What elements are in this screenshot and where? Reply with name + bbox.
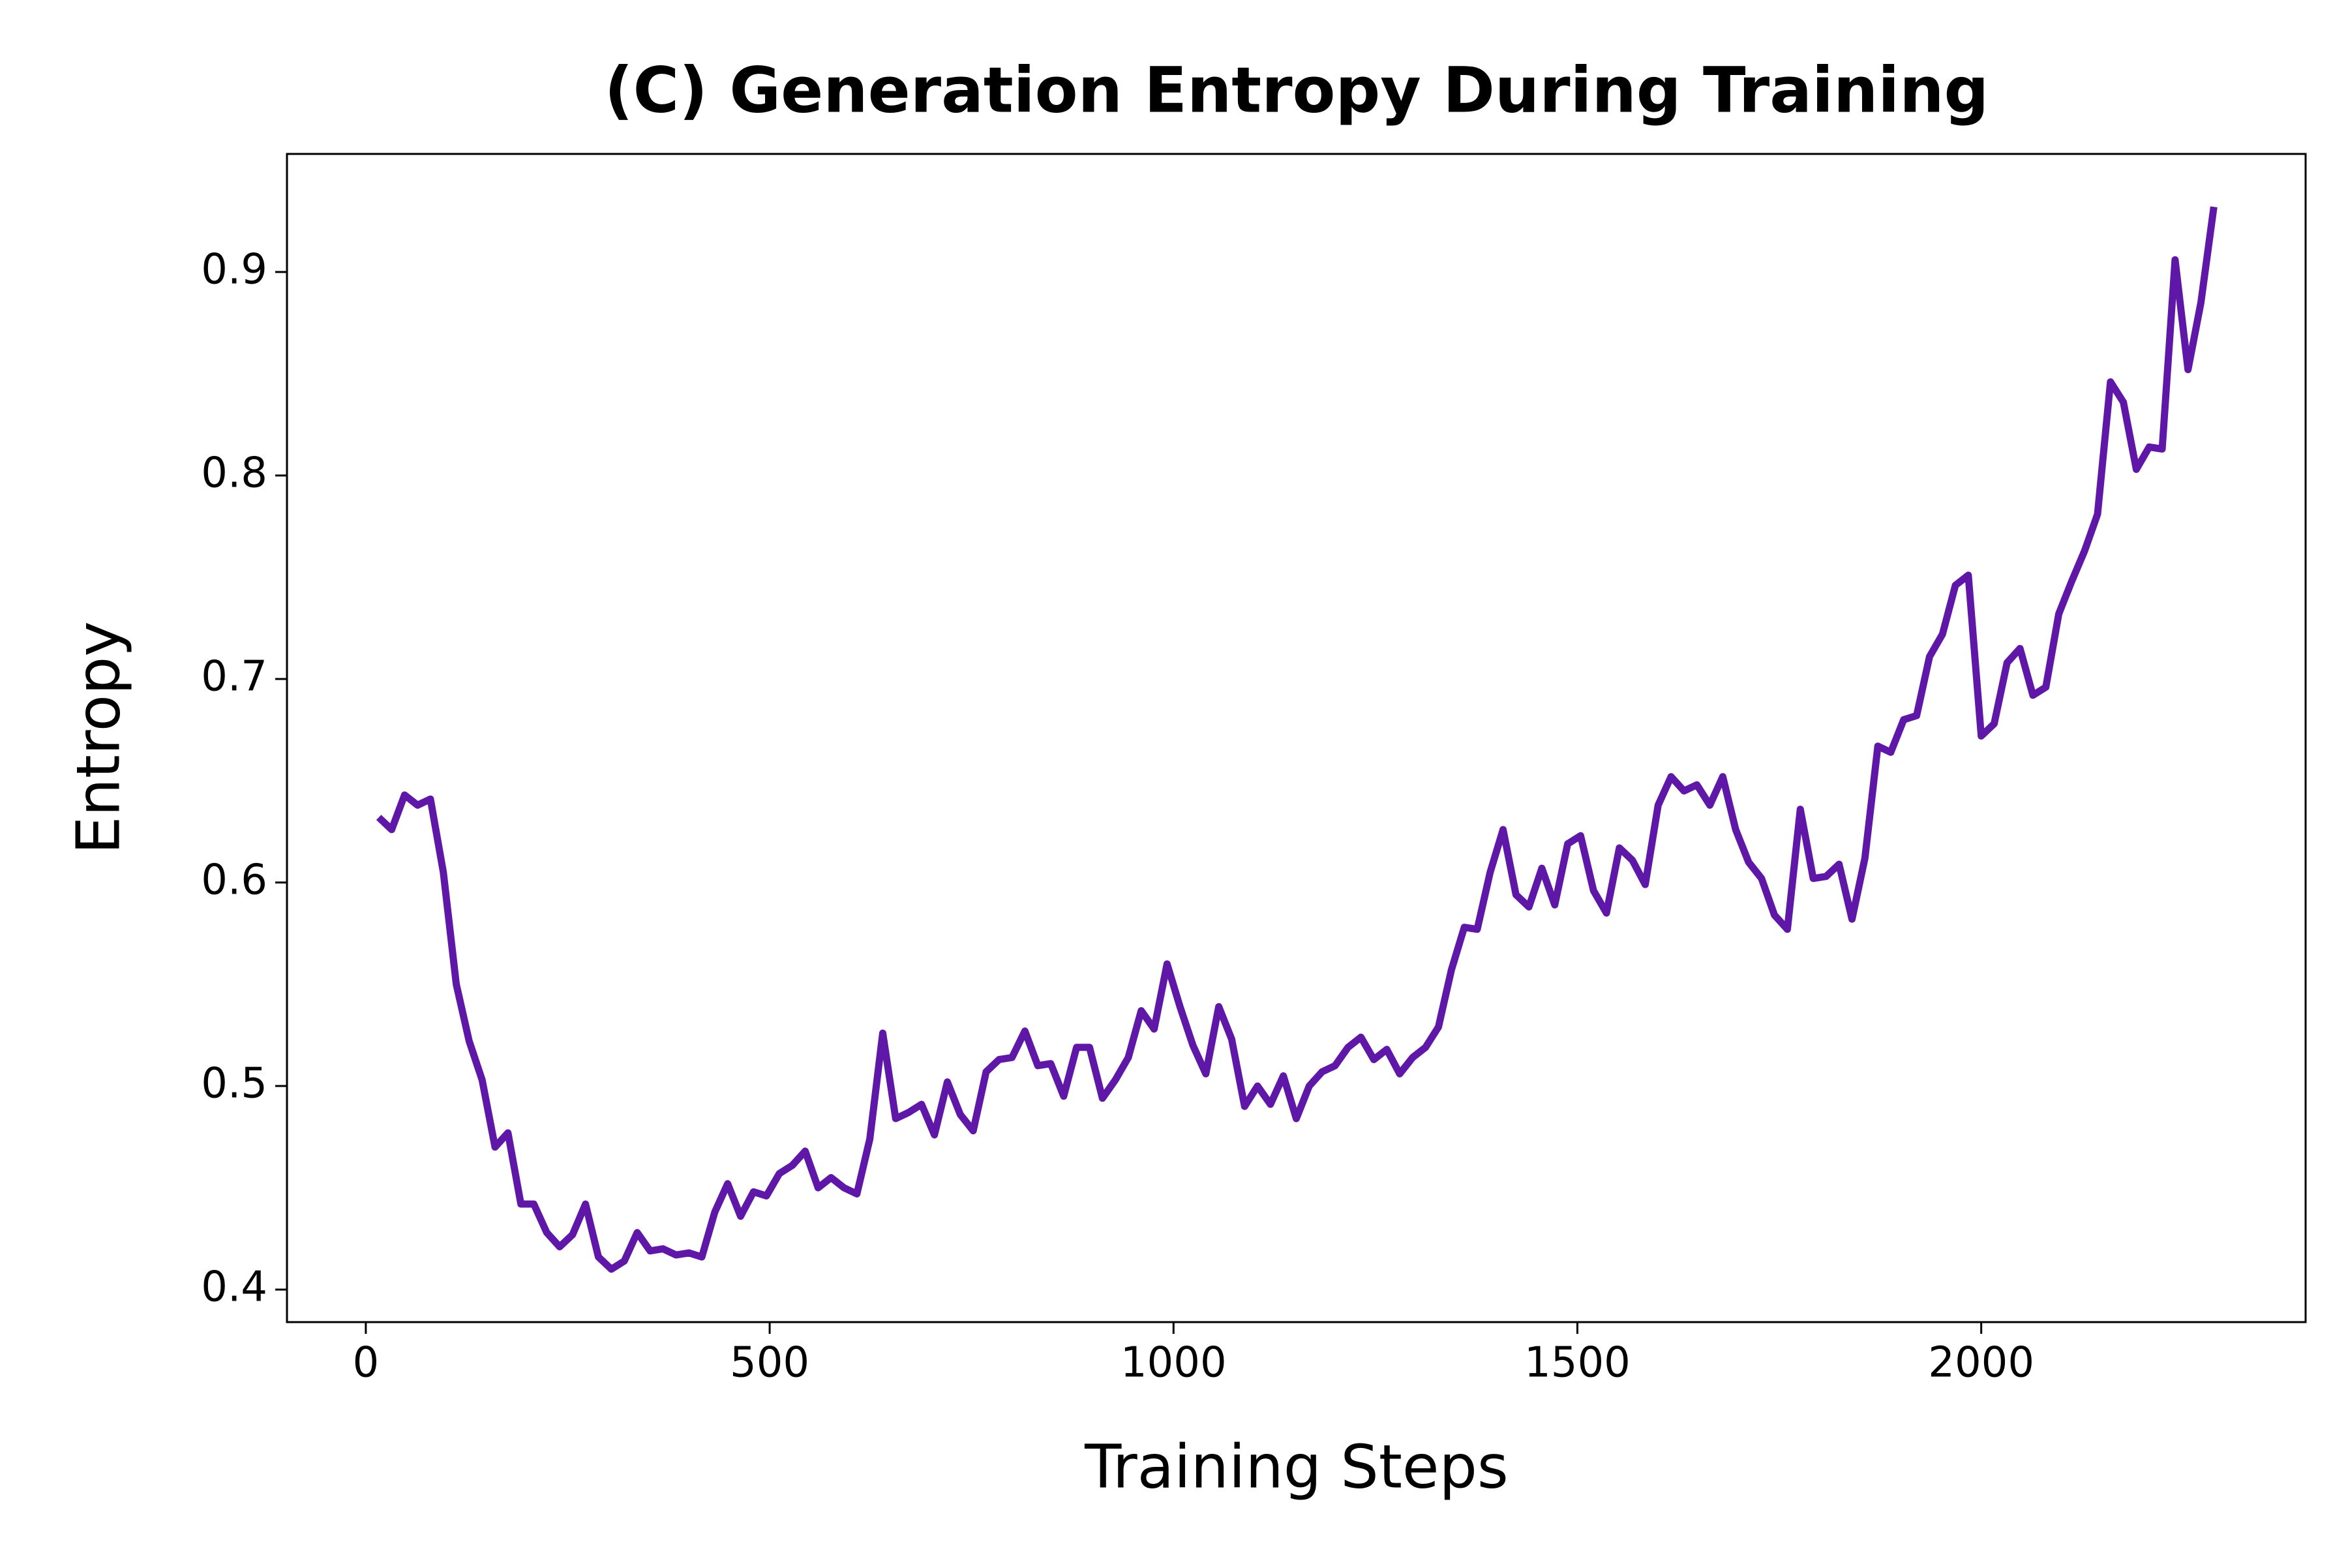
plot-frame	[286, 153, 2307, 1323]
chart-title: (C) Generation Entropy During Training	[605, 53, 1989, 127]
x-tick-label: 0	[353, 1339, 380, 1387]
series-line	[376, 206, 2218, 1273]
y-tick-label: 0.9	[201, 246, 267, 294]
x-tick-label: 1500	[1524, 1339, 1631, 1387]
x-axis-label: Training Steps	[1084, 1432, 1509, 1501]
x-tick-label: 1000	[1121, 1339, 1227, 1387]
x-tick-label: 2000	[1928, 1339, 2034, 1387]
y-tick-label: 0.7	[201, 653, 267, 701]
y-tick-label: 0.5	[201, 1060, 267, 1108]
x-tick-label: 500	[730, 1339, 809, 1387]
y-tick-label: 0.8	[201, 449, 267, 498]
y-axis-label: Entropy	[63, 621, 133, 854]
y-tick-label: 0.4	[201, 1263, 267, 1312]
y-tick-label: 0.6	[201, 856, 267, 905]
